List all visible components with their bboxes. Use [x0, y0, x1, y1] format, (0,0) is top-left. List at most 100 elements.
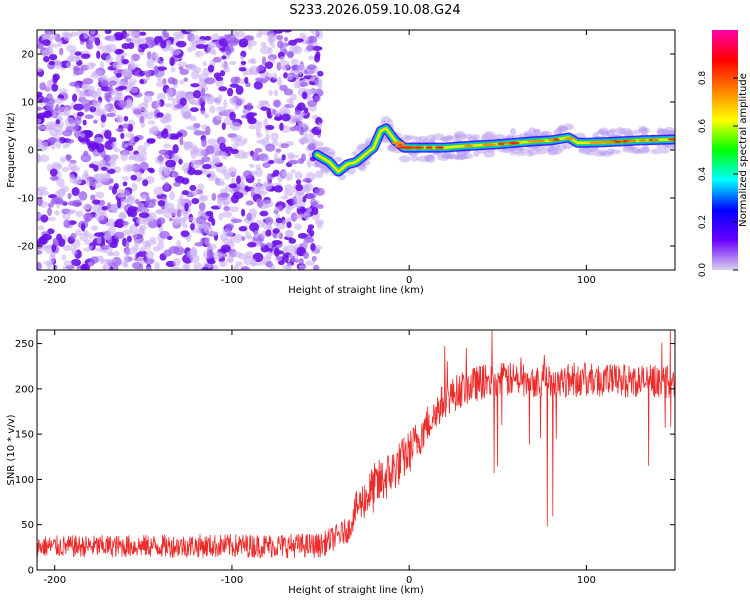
spectrogram-noise-blob [285, 172, 293, 182]
spectrogram-noise-blob [180, 230, 190, 237]
spectrogram-noise-blob [83, 169, 89, 178]
spectrogram-noise-blob [90, 142, 100, 152]
spectrogram-noise-blob [231, 218, 243, 223]
spectrogram-noise-blob [184, 202, 189, 212]
spectrogram-noise-blob [112, 61, 123, 69]
spectrogram-noise-blob [274, 247, 280, 257]
spectrogram-noise-blob [246, 112, 255, 121]
spectrogram-noise-blob [306, 88, 318, 95]
spectrogram-noise-blob [273, 206, 280, 212]
spectrogram-noise-blob [212, 56, 222, 63]
spectrogram-noise-blob [304, 182, 313, 192]
spectrogram-noise-blob [121, 229, 132, 236]
spectrogram-noise-blob [145, 250, 155, 260]
spectrogram-noise-blob [104, 104, 110, 111]
spectrogram-noise-blob [71, 247, 78, 256]
spectrogram-noise-blob [55, 103, 60, 111]
spectrogram-noise-blob [83, 212, 94, 222]
spectrogram-noise-blob [202, 224, 209, 231]
spectrogram-noise-blob [189, 184, 197, 191]
spectrogram-noise-blob [223, 66, 231, 73]
spectrogram-noise-blob [101, 166, 108, 171]
spectrogram-noise-blob [88, 163, 96, 169]
spectrogram-noise-blob [204, 77, 216, 85]
spectrogram-noise-blob [126, 145, 134, 152]
spectrogram-noise-blob [67, 200, 77, 206]
spectrogram-noise-blob [100, 79, 109, 88]
spectrogram-noise-blob [299, 206, 306, 213]
spectrogram-noise-blob [82, 77, 94, 85]
spectrogram-noise-blob [224, 231, 234, 237]
spectrogram-noise-blob [58, 88, 68, 94]
spectrogram-noise-blob [266, 107, 272, 117]
spectrogram-noise-blob [295, 179, 302, 185]
spectrogram-noise-blob [122, 220, 129, 226]
spectrogram-noise-blob [73, 67, 84, 76]
spectrogram-noise-blob [286, 221, 292, 229]
spectrogram-noise-blob [179, 192, 184, 203]
spectrogram-noise-blob [47, 216, 56, 222]
spectrogram-halo-blob [313, 141, 324, 147]
spectrogram-noise-blob [37, 140, 44, 149]
spectrogram-noise-blob [191, 198, 200, 205]
ridge-hotspot [651, 138, 658, 142]
spectrogram-noise-blob [126, 235, 132, 243]
spectrogram-halo-blob [637, 146, 651, 154]
spectrogram-noise-blob [294, 125, 302, 132]
spectrogram-noise-blob [195, 216, 207, 225]
spectrogram-noise-blob [304, 107, 309, 114]
spectrogram-noise-blob [181, 165, 190, 172]
spectrogram-noise-blob [37, 66, 43, 73]
spectrogram-noise-blob [139, 161, 149, 171]
spectrogram-noise-blob [307, 224, 315, 230]
spectrogram-halo-blob [333, 156, 343, 163]
ridge-hotspot [434, 146, 444, 149]
spectrogram-noise-blob [52, 75, 58, 84]
spectrogram-noise-blob [223, 117, 233, 126]
spectrogram-noise-blob [306, 99, 318, 107]
spectrogram-noise-blob [197, 183, 205, 191]
spectrogram-noise-blob [314, 53, 321, 63]
spectrogram-noise-blob [297, 232, 308, 239]
spectrogram-ridge [312, 116, 675, 181]
spectrogram-noise-blob [235, 139, 246, 147]
spectrogram-noise-blob [179, 79, 185, 85]
spectrogram-noise-blob [273, 99, 281, 108]
spectrogram-noise-blob [213, 264, 219, 270]
spectrogram-noise-blob [42, 97, 49, 104]
spectrogram-noise-blob [241, 236, 246, 241]
spectrogram-noise-blob [62, 143, 68, 149]
spectrogram-noise-blob [258, 64, 265, 71]
spectrogram-noise-blob [122, 175, 130, 181]
spectrogram-noise-blob [296, 102, 306, 111]
spectrogram-noise-blob [201, 138, 207, 148]
spectrogram-noise-blob [123, 115, 129, 122]
spectrogram-noise-blob [198, 194, 209, 202]
spectrogram-noise-blob [167, 95, 174, 101]
spectrogram-noise-blob [189, 254, 200, 264]
spectrogram-noise-blob [170, 66, 176, 73]
spectrogram-noise-blob [235, 98, 243, 107]
spectrogram-noise-blob [156, 73, 162, 82]
spectrogram-noise-blob [200, 110, 207, 116]
spectrogram-noise-blob [225, 257, 234, 263]
spectrogram-noise-blob [147, 120, 156, 125]
spectrogram-noise-blob [103, 129, 112, 140]
spectrogram-noise-blob [132, 108, 142, 115]
colorbar-tick-label: 0.6 [698, 119, 708, 134]
spectrogram-noise-blob [181, 177, 190, 185]
snr-y-label: SNR (10 * v/v) [6, 414, 17, 485]
spectrogram-noise-blob [281, 219, 288, 224]
spectrogram-noise-blob [37, 197, 43, 207]
spectrogram-noise-blob [112, 250, 120, 257]
spectrogram-noise-blob [278, 204, 283, 210]
spectrogram-noise-blob [47, 207, 53, 217]
spectrogram-noise-blob [265, 124, 275, 130]
spectrogram-noise-blob [139, 31, 147, 36]
spectrogram-noise-blob [163, 167, 171, 176]
spectrogram-noise-blob [64, 117, 75, 127]
ridge-hotspot [482, 143, 496, 147]
spectrogram-noise-blob [140, 121, 146, 128]
spectrogram-noise-blob [225, 223, 234, 231]
spectrogram-noise-blob [294, 223, 302, 231]
